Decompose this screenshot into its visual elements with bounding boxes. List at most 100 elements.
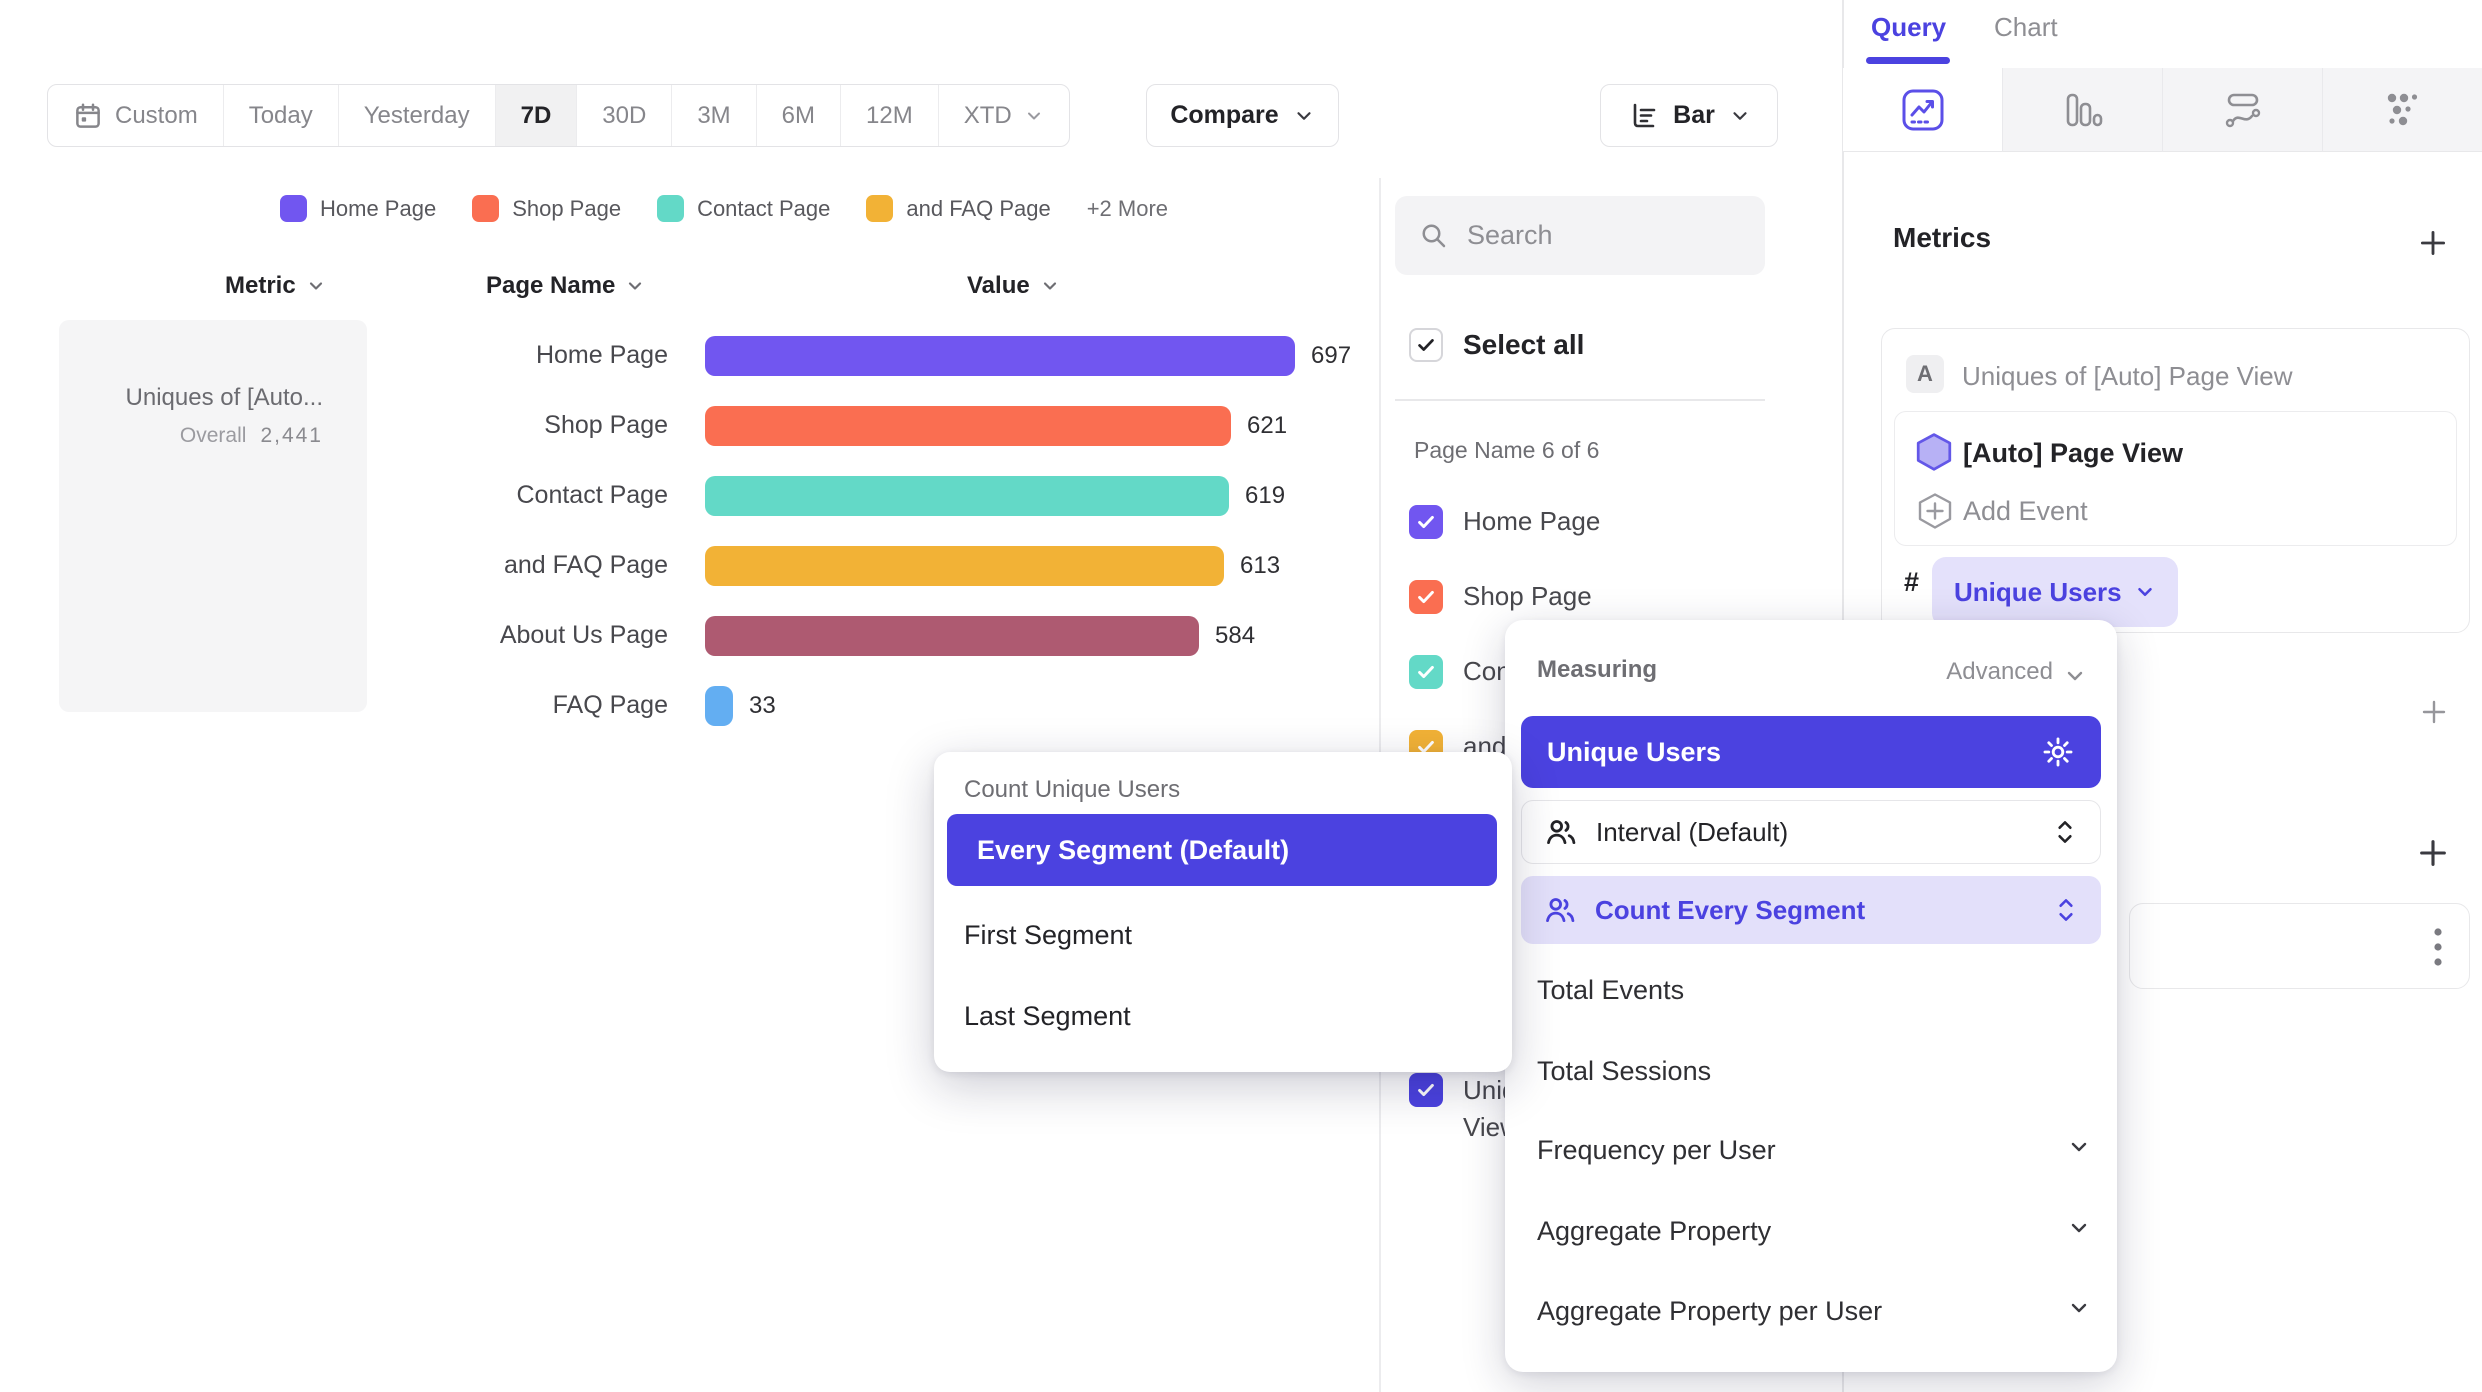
menu-item-aggregate-property-per-user[interactable]: Aggregate Property per User xyxy=(1537,1296,1883,1326)
date-range-12m[interactable]: 12M xyxy=(841,85,939,146)
kebab-menu-icon[interactable] xyxy=(2430,924,2446,970)
bars-icon xyxy=(2066,93,2102,126)
popup-item-first-segment[interactable]: First Segment xyxy=(964,920,1133,950)
metric-title: Uniques of [Auto... xyxy=(125,384,323,411)
row-label: Shop Page xyxy=(544,411,668,439)
select-all-checkbox[interactable] xyxy=(1409,328,1443,362)
breakdown-card[interactable] xyxy=(2129,903,2470,989)
add-breakdown-icon[interactable] xyxy=(2416,836,2450,870)
tab-bar-chart[interactable] xyxy=(2002,68,2162,152)
bar-contact-page[interactable] xyxy=(705,476,1229,516)
column-header-metric[interactable]: Metric xyxy=(225,272,326,300)
bar-and-faq-page[interactable] xyxy=(705,546,1224,586)
popup-item-every-segment[interactable]: Every Segment (Default) xyxy=(947,814,1497,886)
chevron-down-icon xyxy=(629,282,642,290)
menu-item-unique-users[interactable]: Unique Users xyxy=(1521,716,2101,788)
add-filter-icon[interactable] xyxy=(2418,696,2450,728)
legend-swatch xyxy=(866,195,894,222)
metric-overall: Overall 2,441 xyxy=(179,424,323,447)
advanced-toggle[interactable]: Advanced xyxy=(1946,658,2053,685)
bar-home-page[interactable] xyxy=(705,336,1295,376)
legend-more[interactable]: +2 More xyxy=(1086,195,1169,221)
filter-checkbox-contact-page[interactable] xyxy=(1409,655,1443,689)
chevron-down-icon xyxy=(2071,1142,2087,1152)
search-input[interactable]: Search xyxy=(1395,196,1765,275)
add-event-icon[interactable] xyxy=(1917,492,1953,530)
select-all-label: Select all xyxy=(1463,329,1585,360)
stepper-icon xyxy=(2059,899,2073,921)
date-range-6m[interactable]: 6M xyxy=(757,85,841,146)
compare-label: Compare xyxy=(1170,101,1279,129)
tab-chart[interactable]: Chart xyxy=(1994,12,2058,42)
metric-badge: A xyxy=(1906,355,1944,393)
chevron-down-icon[interactable] xyxy=(2063,664,2087,688)
compare-button[interactable]: Compare xyxy=(1146,84,1339,147)
legend-item[interactable]: Home Page xyxy=(280,195,436,222)
popup-item-last-segment[interactable]: Last Segment xyxy=(964,1001,1131,1031)
chevron-down-icon xyxy=(2071,1223,2087,1233)
menu-item-aggregate-property[interactable]: Aggregate Property xyxy=(1537,1216,1772,1246)
check-icon xyxy=(1418,515,1434,529)
date-range-30d[interactable]: 30D xyxy=(577,85,673,146)
date-range-xtd[interactable]: XTD xyxy=(939,85,1069,146)
chevron-down-icon xyxy=(309,282,322,290)
bar-value: 584 xyxy=(1215,622,1256,649)
chevron-down-icon xyxy=(1733,111,1747,120)
chevron-down-icon xyxy=(1027,112,1040,119)
legend-item[interactable]: and FAQ Page xyxy=(866,195,1051,222)
chevron-down-icon xyxy=(2071,1303,2087,1313)
tab-retention-chart[interactable] xyxy=(2322,68,2482,152)
bar-shop-page[interactable] xyxy=(705,406,1231,446)
date-range-today[interactable]: Today xyxy=(224,85,339,146)
date-range-yesterday[interactable]: Yesterday xyxy=(339,85,496,146)
expand-chevron-icon[interactable] xyxy=(2067,1296,2091,1325)
expand-chevron-icon[interactable] xyxy=(2067,1216,2091,1245)
menu-item-count-every-segment[interactable]: Count Every Segment xyxy=(1521,876,2101,944)
event-name[interactable]: [Auto] Page View xyxy=(1963,438,2184,468)
column-header-page-name[interactable]: Page Name xyxy=(486,272,645,300)
menu-item-total-events[interactable]: Total Events xyxy=(1537,975,1685,1005)
date-range-custom[interactable]: Custom xyxy=(48,85,224,146)
tab-query[interactable]: Query xyxy=(1871,12,1947,42)
filter-divider xyxy=(1395,399,1765,401)
legend-swatch xyxy=(280,195,307,222)
chart-type-button[interactable]: Bar xyxy=(1600,84,1778,147)
filter-checkbox-metric[interactable] xyxy=(1409,1073,1443,1107)
tab-flow-chart[interactable] xyxy=(2162,68,2322,152)
chevron-down-icon xyxy=(2137,587,2152,597)
column-header-value[interactable]: Value xyxy=(967,272,1060,300)
count-unique-users-popup: Count Unique Users Every Segment (Defaul… xyxy=(934,752,1512,1072)
measure-chip[interactable]: Unique Users xyxy=(1932,557,2178,627)
metric-query-card[interactable]: A Uniques of [Auto] Page View [Auto] Pag… xyxy=(1881,328,2470,633)
menu-item-frequency-per-user[interactable]: Frequency per User xyxy=(1537,1135,1776,1165)
bar-value: 613 xyxy=(1240,552,1281,579)
add-metric-icon[interactable] xyxy=(2416,226,2450,260)
legend-item[interactable]: Shop Page xyxy=(472,195,621,222)
metric-query-title: Uniques of [Auto] Page View xyxy=(1962,361,2293,391)
filter-checkbox-shop-page[interactable] xyxy=(1409,580,1443,614)
filter-checkbox-home-page[interactable] xyxy=(1409,505,1443,539)
legend-swatch xyxy=(657,195,685,222)
tab-insights-chart[interactable] xyxy=(1843,68,2002,152)
date-range-7d[interactable]: 7D xyxy=(495,85,578,146)
search-placeholder: Search xyxy=(1467,220,1553,250)
menu-item-interval[interactable]: Interval (Default) xyxy=(1521,800,2101,864)
gear-icon[interactable] xyxy=(2041,735,2075,769)
metric-summary-card[interactable]: Uniques of [Auto... Overall 2,441 xyxy=(59,320,367,712)
legend-item[interactable]: Contact Page xyxy=(657,195,830,222)
bar-about-us-page[interactable] xyxy=(705,616,1199,656)
add-event-label[interactable]: Add Event xyxy=(1963,496,2088,526)
legend-swatch xyxy=(472,195,500,222)
bar-value: 621 xyxy=(1247,412,1288,439)
row-label: About Us Page xyxy=(499,621,668,649)
check-icon xyxy=(1418,665,1434,679)
bar-value: 697 xyxy=(1311,342,1352,369)
chevron-down-icon xyxy=(1043,282,1056,290)
bar-faq-page[interactable] xyxy=(705,686,733,726)
bar-chart-icon xyxy=(1633,103,1656,127)
menu-item-total-sessions[interactable]: Total Sessions xyxy=(1537,1056,1712,1086)
bar-value: 33 xyxy=(749,692,776,719)
expand-chevron-icon[interactable] xyxy=(2067,1135,2091,1164)
date-range-3m[interactable]: 3M xyxy=(672,85,757,146)
active-tab-underline xyxy=(1866,57,1950,64)
